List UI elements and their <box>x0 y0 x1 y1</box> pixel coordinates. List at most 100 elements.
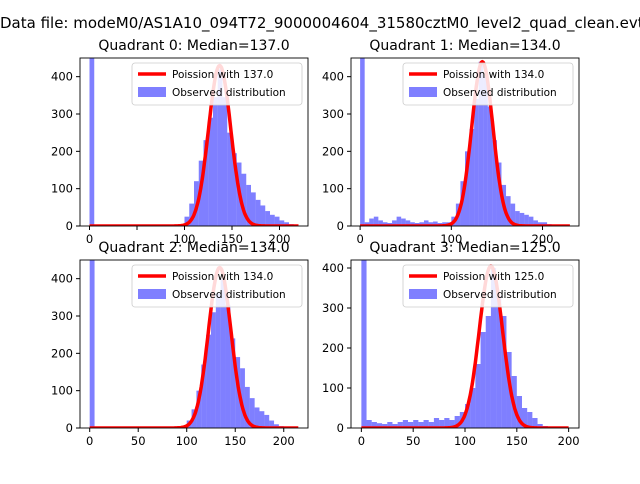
histogram-bar <box>423 220 429 226</box>
legend-label: Poission with 125.0 <box>443 271 544 283</box>
histogram-bar <box>485 316 491 428</box>
axes-frame <box>79 259 309 429</box>
histogram-bar <box>196 390 202 428</box>
histogram-bar <box>206 334 211 428</box>
x-tick-label: 50 <box>131 434 146 448</box>
legend-label: Observed distribution <box>443 289 557 301</box>
histogram-bar <box>433 418 440 428</box>
y-tick-label: 0 <box>66 421 73 435</box>
histogram-bar <box>532 418 538 428</box>
histogram-bar <box>274 216 280 226</box>
histogram-bar <box>496 162 502 226</box>
legend-label: Observed distribution <box>172 87 286 99</box>
y-tick-label: 400 <box>322 70 344 84</box>
histogram-bar <box>89 260 95 428</box>
histogram-bar <box>220 278 226 428</box>
y-tick-label: 200 <box>322 144 344 158</box>
histogram-bar <box>260 205 266 226</box>
y-tick-label: 100 <box>51 182 73 196</box>
histogram-bar <box>184 216 190 226</box>
histogram-bar <box>249 398 255 428</box>
legend-bar-swatch <box>138 289 166 299</box>
histogram-bar <box>240 368 245 428</box>
y-tick-label: 200 <box>322 341 344 355</box>
histogram-bar <box>401 218 406 226</box>
legend-label: Observed distribution <box>443 87 557 99</box>
x-tick-label: 0 <box>86 232 93 246</box>
x-tick-label: 150 <box>224 434 246 448</box>
histogram-bar <box>201 364 207 428</box>
histogram-bar <box>492 140 497 226</box>
legend: Poission with 134.0 Observed distribution <box>131 264 303 308</box>
panel-title: Quadrant 3: Median=125.0 <box>369 240 560 256</box>
legend-label: Poission with 137.0 <box>172 69 273 81</box>
axes-frame <box>79 57 309 227</box>
histogram-bar <box>382 424 388 428</box>
y-tick-label: 400 <box>51 272 73 286</box>
histogram-bar <box>537 424 543 428</box>
histogram-bar <box>241 173 247 226</box>
histogram-bar <box>428 422 434 428</box>
histogram-bar <box>255 199 261 226</box>
histogram-bar <box>203 140 209 226</box>
x-tick-label: 200 <box>273 434 295 448</box>
histogram-bar <box>428 222 434 226</box>
histogram-bar <box>454 416 460 428</box>
x-tick-label: 0 <box>86 434 93 448</box>
x-tick-label: 200 <box>532 232 554 246</box>
panel-title: Quadrant 0: Median=137.0 <box>98 38 289 54</box>
histogram-bar <box>516 396 522 428</box>
histogram-bar <box>397 422 403 428</box>
axes-frame <box>350 57 580 227</box>
histogram-bar <box>480 332 486 428</box>
histogram-bar <box>506 196 511 226</box>
x-tick-label: 200 <box>558 434 580 448</box>
legend-box <box>402 62 574 106</box>
histogram-bar <box>215 293 221 428</box>
y-tick-label: 400 <box>51 70 73 84</box>
legend: Poission with 137.0 Observed distribution <box>131 62 303 106</box>
x-tick-label: 50 <box>406 434 421 448</box>
x-tick-label: 150 <box>221 232 243 246</box>
histogram-bar <box>533 220 538 226</box>
y-tick-label: 300 <box>51 309 73 323</box>
histogram-bar <box>366 420 372 428</box>
histogram-bar <box>360 58 365 226</box>
histogram-bar <box>244 386 250 428</box>
histogram-bar <box>274 424 279 428</box>
y-tick-label: 100 <box>51 384 73 398</box>
x-tick-label: 0 <box>358 434 365 448</box>
histogram-bar <box>405 220 411 226</box>
legend: Poission with 134.0 Observed distribution <box>402 62 574 106</box>
legend-bar-swatch <box>138 87 166 97</box>
y-tick-label: 0 <box>337 421 344 435</box>
x-tick-label: 0 <box>356 232 363 246</box>
legend-box <box>131 62 303 106</box>
quadrant-panel-0: 0 100 150 200 0 100 200 300 400 Quadrant 0: Media… <box>51 38 309 246</box>
histogram-bar <box>474 99 479 226</box>
histogram-bar <box>519 212 525 226</box>
histogram-bar <box>402 420 408 428</box>
histogram-bar <box>189 203 194 226</box>
histogram-bar <box>487 106 493 226</box>
histogram-bar <box>524 214 529 226</box>
quadrant-panel-1: 0 100 200 0 100 200 300 400 Quadrant 1: Median=1… <box>322 38 580 246</box>
histogram-bar <box>515 211 520 226</box>
histogram-bar <box>410 222 415 226</box>
histogram-bar <box>490 268 497 428</box>
histogram-bar <box>270 214 275 226</box>
x-tick-label: 200 <box>269 232 291 246</box>
histogram-bar <box>396 216 402 226</box>
y-tick-label: 100 <box>322 182 344 196</box>
quadrant-panel-3: 0 50 100 150 200 0 100 200 300 400 Quadrant 3: Med… <box>322 240 580 448</box>
histogram-bar <box>419 222 424 226</box>
panel-title: Quadrant 2: Median=134.0 <box>98 240 289 256</box>
histogram-bar <box>265 211 270 226</box>
x-tick-label: 100 <box>454 434 476 448</box>
histogram-bar <box>382 222 388 226</box>
histogram-bar <box>279 220 285 226</box>
histogram-bar <box>378 220 383 226</box>
histogram-bar <box>408 422 414 428</box>
histogram-bar <box>433 221 438 226</box>
legend-label: Poission with 134.0 <box>172 271 273 283</box>
